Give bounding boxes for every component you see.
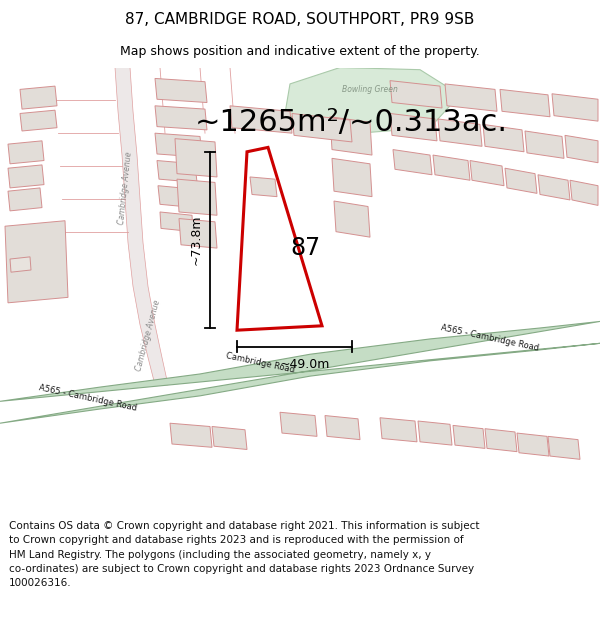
Text: Contains OS data © Crown copyright and database right 2021. This information is : Contains OS data © Crown copyright and d… <box>9 521 479 588</box>
Text: Cambridge Avenue: Cambridge Avenue <box>134 299 162 372</box>
Polygon shape <box>332 158 372 197</box>
Polygon shape <box>418 421 452 445</box>
Polygon shape <box>538 175 570 200</box>
Polygon shape <box>565 136 598 162</box>
Polygon shape <box>280 412 317 436</box>
Polygon shape <box>393 149 432 175</box>
Polygon shape <box>470 161 504 186</box>
Text: Cambridge Road: Cambridge Road <box>225 351 295 375</box>
Polygon shape <box>160 212 193 232</box>
Text: ~73.8m: ~73.8m <box>190 214 203 265</box>
Polygon shape <box>115 68 168 385</box>
Polygon shape <box>10 257 31 272</box>
Polygon shape <box>505 168 537 193</box>
Polygon shape <box>292 114 352 142</box>
Polygon shape <box>483 124 524 152</box>
Polygon shape <box>390 114 437 141</box>
Polygon shape <box>485 429 517 452</box>
Text: A565 - Cambridge Road: A565 - Cambridge Road <box>38 383 138 413</box>
Polygon shape <box>155 106 207 130</box>
Polygon shape <box>179 219 217 248</box>
Polygon shape <box>570 180 598 206</box>
Polygon shape <box>8 165 44 188</box>
Polygon shape <box>285 68 460 136</box>
Polygon shape <box>170 423 212 448</box>
Polygon shape <box>158 186 195 208</box>
Polygon shape <box>453 426 485 448</box>
Polygon shape <box>438 119 482 146</box>
Text: 87, CAMBRIDGE ROAD, SOUTHPORT, PR9 9SB: 87, CAMBRIDGE ROAD, SOUTHPORT, PR9 9SB <box>125 12 475 27</box>
Polygon shape <box>552 94 598 121</box>
Polygon shape <box>517 433 549 456</box>
Polygon shape <box>230 106 292 133</box>
Text: Map shows position and indicative extent of the property.: Map shows position and indicative extent… <box>120 45 480 58</box>
Polygon shape <box>390 81 442 108</box>
Polygon shape <box>525 131 564 158</box>
Polygon shape <box>250 177 277 197</box>
Polygon shape <box>20 86 57 109</box>
Polygon shape <box>212 426 247 449</box>
Text: A565 - Cambridge Road: A565 - Cambridge Road <box>440 323 540 352</box>
Text: Cambridge Avenue: Cambridge Avenue <box>116 151 133 225</box>
Polygon shape <box>0 321 600 423</box>
Polygon shape <box>334 201 370 237</box>
Polygon shape <box>157 161 197 182</box>
Text: 87: 87 <box>290 236 320 260</box>
Polygon shape <box>155 133 202 158</box>
Polygon shape <box>20 110 57 131</box>
Polygon shape <box>330 117 372 155</box>
Polygon shape <box>548 436 580 459</box>
Polygon shape <box>8 141 44 164</box>
Polygon shape <box>155 79 207 102</box>
Polygon shape <box>445 84 497 111</box>
Polygon shape <box>500 89 550 117</box>
Text: ~1265m²/~0.313ac.: ~1265m²/~0.313ac. <box>195 107 508 137</box>
Polygon shape <box>380 418 417 442</box>
Text: Bowling Green: Bowling Green <box>342 85 398 94</box>
Text: ~49.0m: ~49.0m <box>280 357 329 371</box>
Polygon shape <box>175 139 217 177</box>
Polygon shape <box>325 416 360 439</box>
Polygon shape <box>8 188 42 211</box>
Polygon shape <box>177 179 217 215</box>
Polygon shape <box>433 155 470 180</box>
Polygon shape <box>5 221 68 303</box>
